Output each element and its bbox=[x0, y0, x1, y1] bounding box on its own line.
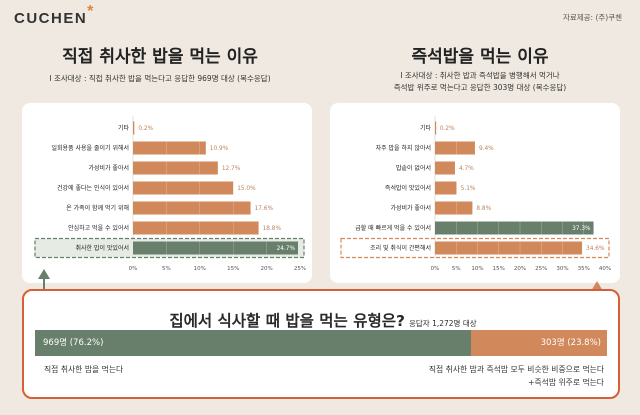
summary-title: 집에서 식사할 때 밥을 먹는 유형은? bbox=[169, 312, 405, 330]
x-tick-label: 5% bbox=[452, 266, 461, 272]
left-chart-title: 직접 취사한 밥을 먹는 이유 bbox=[62, 47, 258, 67]
bar bbox=[133, 181, 234, 195]
data-label: 0.2% bbox=[440, 126, 455, 132]
category-label: 안심하고 먹을 수 있어서 bbox=[68, 224, 129, 232]
data-label: 8.8% bbox=[476, 206, 491, 212]
bar bbox=[133, 221, 259, 235]
data-label: 37.3% bbox=[572, 226, 591, 232]
data-label: 9.4% bbox=[479, 146, 494, 152]
description-line: +즉석밥 위주로 먹는다 bbox=[527, 378, 604, 387]
segment-instant-rice: 303명 (23.8%) bbox=[470, 330, 607, 356]
category-label: 즉석밥이 맛있어서 bbox=[385, 184, 431, 192]
subtitle-line: I 조사대상 : 취사한 밥과 즉석밥을 병행해서 먹거나 bbox=[400, 71, 560, 80]
bar bbox=[435, 161, 455, 175]
bar bbox=[133, 241, 298, 255]
x-tick-label: 10% bbox=[471, 266, 483, 272]
right-chart-title: 즉석밥을 먹는 이유 bbox=[411, 47, 549, 67]
bar bbox=[133, 141, 206, 155]
bar bbox=[133, 121, 135, 135]
x-tick-label: 20% bbox=[514, 266, 526, 272]
data-label: 18.8% bbox=[263, 226, 282, 232]
bar bbox=[435, 141, 475, 155]
category-label: 기타 bbox=[118, 124, 130, 132]
data-label: 0.2% bbox=[138, 126, 153, 132]
x-tick-label: 15% bbox=[227, 266, 239, 272]
bar bbox=[133, 161, 218, 175]
segment-instant-description: 직접 취사한 밥과 즉석밥 모두 비슷한 비중으로 먹는다 +즉석밥 위주로 먹… bbox=[429, 363, 604, 389]
data-label: 34.6% bbox=[586, 246, 605, 252]
category-label: 자주 밥을 하지 않아서 bbox=[376, 144, 431, 152]
bar bbox=[435, 241, 583, 255]
logo-star: * bbox=[87, 3, 95, 20]
type-summary-box: 집에서 식사할 때 밥을 먹는 유형은? 응답자 1,272명 대상 969명 (… bbox=[22, 289, 620, 399]
data-label: 12.7% bbox=[222, 166, 241, 172]
data-label: 4.7% bbox=[459, 166, 474, 172]
category-label: 조리 및 취식이 간편해서 bbox=[370, 244, 431, 252]
x-tick-label: 25% bbox=[535, 266, 547, 272]
category-label: 온 가족이 함께 먹기 위해 bbox=[66, 204, 129, 212]
x-tick-label: 15% bbox=[493, 266, 505, 272]
bar bbox=[435, 181, 457, 195]
category-label: 급할 때 빠르게 먹을 수 있어서 bbox=[355, 224, 431, 232]
right-chart-subtitle: I 조사대상 : 취사한 밥과 즉석밥을 병행해서 먹거나 즉석밥 위주로 먹는… bbox=[320, 70, 640, 94]
category-label: 건강에 좋다는 인식이 있어서 bbox=[57, 184, 129, 192]
arrow-up-icon bbox=[38, 269, 50, 279]
arrow-up-icon bbox=[591, 281, 603, 291]
category-label: 취사한 밥이 맛있어서 bbox=[76, 244, 130, 252]
description-line: 직접 취사한 밥과 즉석밥 모두 비슷한 비중으로 먹는다 bbox=[428, 365, 604, 374]
bar bbox=[435, 121, 437, 135]
data-label: 24.7% bbox=[277, 246, 296, 252]
category-label: 일회용품 사용을 줄이기 위해서 bbox=[52, 144, 129, 152]
x-tick-label: 30% bbox=[556, 266, 568, 272]
bar bbox=[435, 221, 594, 235]
x-tick-label: 25% bbox=[294, 266, 306, 272]
highlight-box bbox=[340, 237, 610, 259]
left-chart-subtitle: I 조사대상 : 직접 취사한 밥을 먹는다고 응답한 969명 대상 (복수응… bbox=[49, 74, 271, 83]
source-credit: 자료제공: (주)쿠첸 bbox=[562, 13, 622, 22]
x-tick-label: 0% bbox=[129, 266, 138, 272]
x-tick-label: 10% bbox=[194, 266, 206, 272]
summary-heading: 집에서 식사할 때 밥을 먹는 유형은? 응답자 1,272명 대상 bbox=[24, 309, 622, 331]
category-label: 기타 bbox=[420, 124, 432, 132]
data-label: 15.0% bbox=[237, 186, 256, 192]
bar bbox=[133, 201, 251, 215]
x-tick-label: 35% bbox=[578, 266, 590, 272]
summary-subtitle: 응답자 1,272명 대상 bbox=[408, 319, 477, 328]
category-label: 가성비가 좋아서 bbox=[390, 204, 431, 212]
data-label: 5.1% bbox=[461, 186, 476, 192]
data-label: 17.6% bbox=[255, 206, 274, 212]
x-tick-label: 5% bbox=[162, 266, 171, 272]
x-tick-label: 20% bbox=[260, 266, 272, 272]
cuchen-logo: CUCHEN* bbox=[14, 3, 95, 28]
subtitle-line: 즉석밥 위주로 먹는다고 응답한 303명 대상 (복수응답) bbox=[393, 83, 567, 92]
category-label: 밥솥이 없어서 bbox=[396, 164, 431, 172]
x-tick-label: 0% bbox=[431, 266, 440, 272]
category-label: 가성비가 좋아서 bbox=[88, 164, 129, 172]
bar bbox=[435, 201, 473, 215]
segment-cooked-description: 직접 취사한 밥을 먹는다 bbox=[44, 365, 124, 374]
segment-cooked-rice: 969명 (76.2%) bbox=[35, 330, 471, 356]
data-label: 10.9% bbox=[210, 146, 229, 152]
x-tick-label: 40% bbox=[599, 266, 611, 272]
logo-text: CUCHEN bbox=[14, 10, 88, 27]
